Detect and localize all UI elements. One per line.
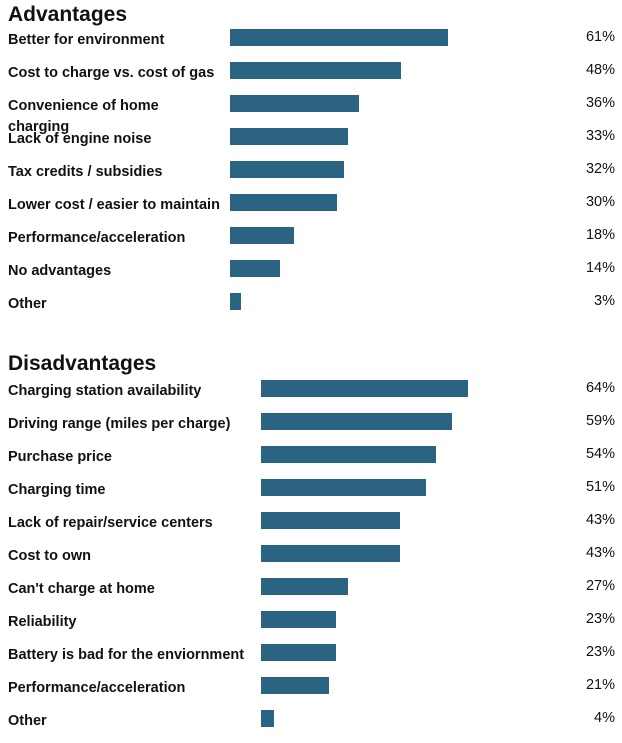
dis-value-label: 59%	[585, 413, 615, 429]
adv-value-label: 18%	[585, 227, 615, 243]
dis-bar	[261, 677, 329, 694]
dis-category-label: Driving range (miles per charge)	[8, 416, 231, 432]
dis-row: Battery is bad for the enviornment 23%	[0, 644, 622, 677]
adv-category-label: Lower cost / easier to maintain	[8, 197, 220, 213]
dis-row: Can't charge at home 27%	[0, 578, 622, 611]
adv-category-label: Other	[8, 296, 47, 312]
dis-category-label: Battery is bad for the enviornment	[8, 647, 245, 663]
dis-value-label: 54%	[585, 446, 615, 462]
adv-category-label: Tax credits / subsidies	[8, 164, 163, 180]
dis-bar	[261, 380, 468, 397]
dis-value-label: 43%	[585, 545, 615, 561]
adv-category-label: Performance/acceleration	[8, 230, 186, 246]
dis-value-label: 23%	[585, 611, 615, 627]
adv-row: Other 3%	[0, 293, 622, 326]
dis-category-label: Other	[8, 713, 47, 729]
dis-value-label: 27%	[585, 578, 615, 594]
dis-row: Cost to own 43%	[0, 545, 622, 578]
adv-row: No advantages 14%	[0, 260, 622, 293]
adv-bar	[230, 95, 359, 112]
dis-bar	[261, 413, 452, 430]
adv-bar	[230, 128, 348, 145]
adv-value-label: 36%	[585, 95, 615, 111]
dis-bar	[261, 611, 336, 628]
adv-category-label: No advantages	[8, 263, 112, 279]
dis-bar	[261, 512, 400, 529]
dis-row: Performance/acceleration 21%	[0, 677, 622, 710]
dis-category-label: Purchase price	[8, 449, 112, 465]
dis-row: Purchase price 54%	[0, 446, 622, 479]
dis-value-label: 43%	[585, 512, 615, 528]
adv-row: Convenience of home charging 36%	[0, 95, 622, 135]
adv-value-label: 3%	[594, 293, 615, 309]
adv-bar	[230, 227, 294, 244]
dis-row: Other 4%	[0, 710, 622, 743]
adv-value-label: 48%	[585, 62, 615, 78]
adv-category-label: Better for environment	[8, 32, 165, 48]
dis-category-label: Lack of repair/service centers	[8, 515, 213, 531]
dis-row: Reliability 23%	[0, 611, 622, 644]
dis-row: Charging time 51%	[0, 479, 622, 512]
adv-row: Performance/acceleration 18%	[0, 227, 622, 260]
dis-value-label: 4%	[594, 710, 615, 726]
dis-value-label: 23%	[585, 644, 615, 660]
advantages-title: Advantages	[8, 3, 128, 26]
adv-bar	[230, 194, 337, 211]
adv-row: Tax credits / subsidies 32%	[0, 161, 622, 194]
dis-bar	[261, 644, 336, 661]
adv-value-label: 30%	[585, 194, 615, 210]
dis-bar	[261, 578, 348, 595]
adv-bar	[230, 293, 241, 310]
adv-value-label: 33%	[585, 128, 615, 144]
adv-bar	[230, 260, 280, 277]
dis-bar	[261, 545, 400, 562]
adv-category-label: Lack of engine noise	[8, 131, 152, 147]
dis-value-label: 21%	[585, 677, 615, 693]
adv-row: Cost to charge vs. cost of gas 48%	[0, 62, 622, 95]
adv-row: Lack of engine noise 33%	[0, 128, 622, 161]
disadvantages-title: Disadvantages	[8, 352, 157, 375]
adv-row: Better for environment 61%	[0, 29, 622, 62]
adv-value-label: 14%	[585, 260, 615, 276]
dis-category-label: Charging station availability	[8, 383, 202, 399]
dis-bar	[261, 446, 436, 463]
dis-value-label: 64%	[585, 380, 615, 396]
dis-category-label: Performance/acceleration	[8, 680, 186, 696]
adv-value-label: 32%	[585, 161, 615, 177]
dis-category-label: Can't charge at home	[8, 581, 155, 597]
adv-value-label: 61%	[585, 29, 615, 45]
dis-category-label: Cost to own	[8, 548, 91, 564]
adv-bar	[230, 29, 448, 46]
adv-bar	[230, 161, 344, 178]
dis-category-label: Reliability	[8, 614, 77, 630]
dis-row: Lack of repair/service centers 43%	[0, 512, 622, 545]
dis-bar	[261, 479, 426, 496]
dis-bar	[261, 710, 274, 727]
dis-row: Charging station availability 64%	[0, 380, 622, 413]
adv-category-label: Convenience of home charging	[8, 98, 159, 135]
dis-value-label: 51%	[585, 479, 615, 495]
adv-category-label: Cost to charge vs. cost of gas	[8, 65, 215, 81]
dis-category-label: Charging time	[8, 482, 106, 498]
adv-row: Lower cost / easier to maintain 30%	[0, 194, 622, 227]
adv-bar	[230, 62, 401, 79]
dis-row: Driving range (miles per charge) 59%	[0, 413, 622, 446]
